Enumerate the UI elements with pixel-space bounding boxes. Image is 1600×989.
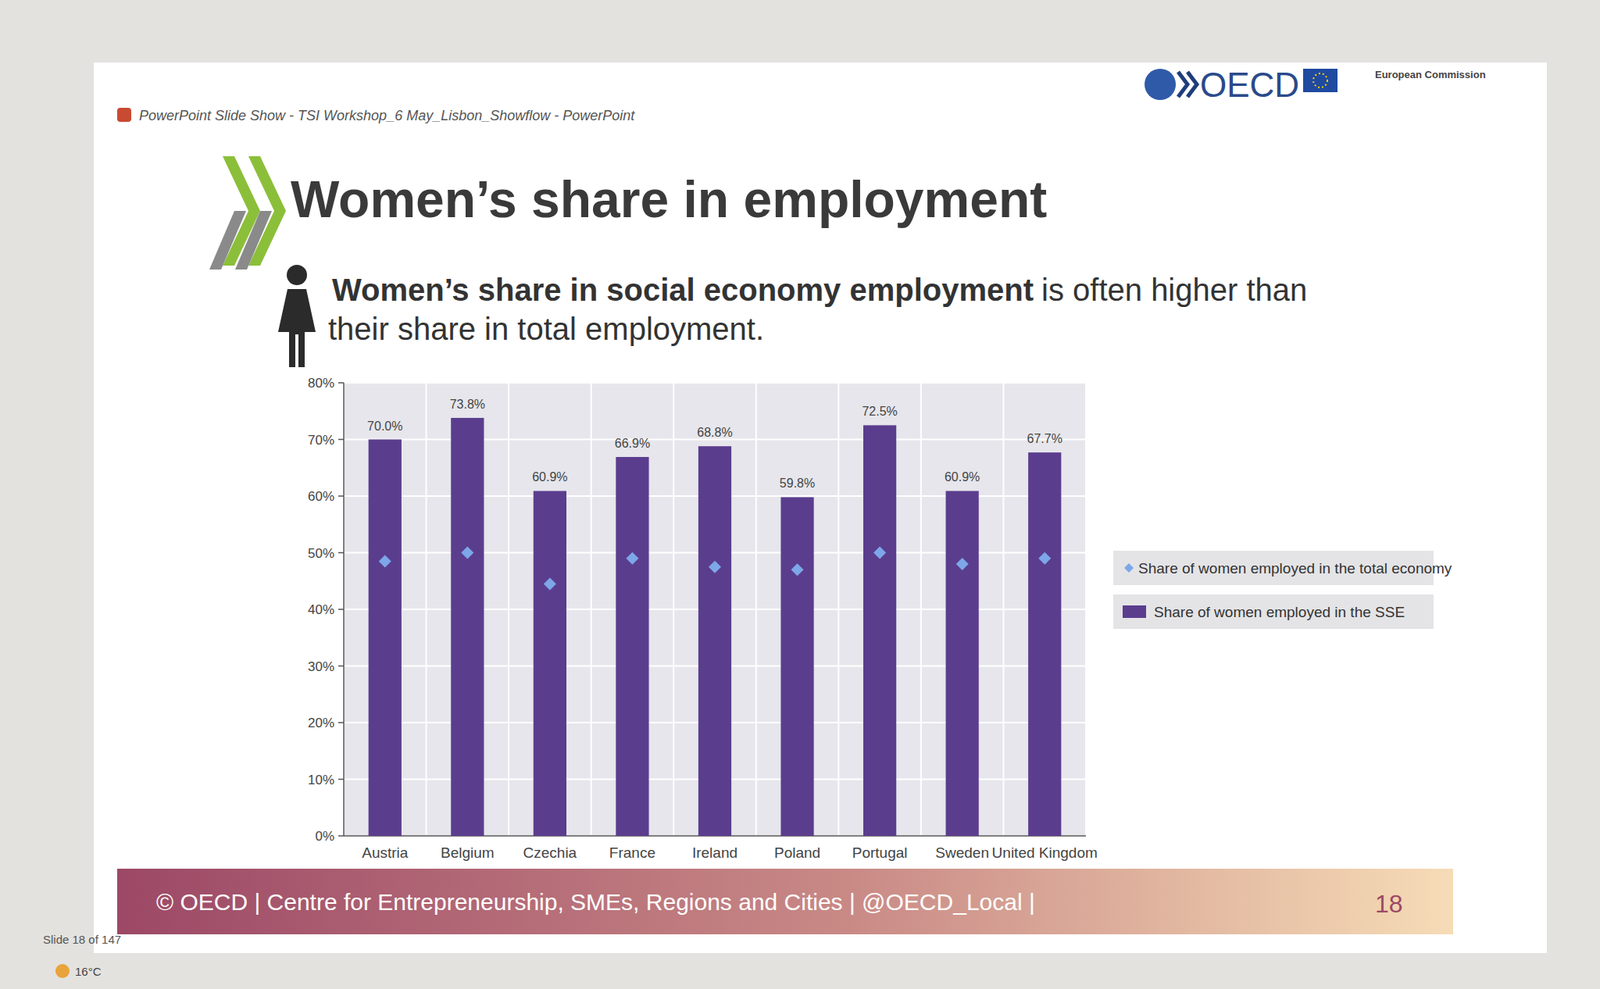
data-label: 66.9% (614, 436, 650, 450)
y-tick (338, 608, 344, 611)
y-axis (342, 382, 345, 836)
footer-text: © OECD | Centre for Entrepreneurship, SM… (156, 889, 1036, 915)
x-tick-label: Austria (361, 844, 409, 861)
data-label: 67.7% (1027, 432, 1063, 446)
diamond-marker (873, 546, 886, 560)
weather-icon (55, 964, 70, 979)
headline-bold: Women’s share in social economy employme… (332, 272, 1034, 308)
chevron-shadow (235, 210, 272, 270)
woman-icon-body (278, 289, 316, 368)
bar (863, 425, 897, 836)
window-title: PowerPoint Slide Show - TSI Workshop_6 M… (139, 107, 636, 124)
y-tick (338, 835, 344, 837)
x-tick-label: Sweden (935, 844, 990, 861)
x-tick-label: United Kingdom (992, 844, 1098, 861)
grid-line (343, 382, 1086, 384)
data-label: 59.8% (779, 476, 815, 490)
data-label: 73.8% (450, 397, 486, 411)
marks (368, 417, 1062, 836)
legend-label: Share of women employed in the SSE (1153, 603, 1405, 621)
woman-icon-head (286, 264, 308, 286)
slide-background (93, 62, 1547, 954)
x-tick-label: Poland (774, 844, 821, 861)
temperature: 16°C (75, 964, 102, 979)
y-tick (338, 495, 344, 497)
slide-counter: Slide 18 of 147 (42, 932, 122, 947)
y-tick-label: 70% (307, 432, 335, 448)
y-tick-label: 30% (307, 659, 335, 675)
bar (1028, 452, 1061, 836)
data-label: 60.9% (944, 470, 980, 484)
y-tick (338, 439, 344, 441)
y-tick-label: 40% (307, 602, 335, 618)
legend-label: Share of women employed in the total eco… (1138, 560, 1453, 577)
plot-background (343, 382, 1086, 836)
y-tick-label: 80% (307, 375, 335, 391)
diamond-marker (1038, 552, 1051, 565)
legend-swatch (1124, 563, 1134, 573)
logo-chevrons (1178, 71, 1197, 97)
eu-flag (1303, 68, 1338, 93)
data-label: 72.5% (861, 404, 897, 418)
footer-bar (117, 868, 1454, 935)
vertical-grid-line (342, 382, 345, 836)
logo-text: OECD (1200, 65, 1300, 104)
bar (946, 490, 979, 836)
y-tick-label: 0% (314, 828, 335, 844)
y-tick-label: 50% (307, 546, 335, 561)
bar (368, 439, 402, 837)
data-labels: 70.0% 73.8% 60.9% 66.9% 68.8% 59.8% 72.5% 60.9%… (367, 397, 1063, 491)
bar (698, 446, 732, 836)
bar (533, 490, 567, 836)
bar (615, 457, 649, 836)
logo-globe (1144, 68, 1176, 100)
data-label: 60.9% (532, 470, 568, 484)
x-tick-label: Portugal (852, 844, 908, 861)
legend-swatch (1122, 605, 1147, 618)
data-label: 68.8% (696, 425, 733, 440)
diamond-marker (708, 560, 722, 574)
legend-box (1113, 594, 1434, 629)
y-tick (338, 382, 344, 384)
diamond-marker (378, 554, 392, 568)
y-tick-label: 20% (307, 715, 335, 731)
y-tick-label: 10% (307, 772, 335, 788)
bar (450, 417, 484, 836)
x-tick-label: France (609, 844, 656, 861)
chart-title: Women’s share in employment (290, 170, 1047, 229)
y-tick (338, 665, 344, 668)
page: PowerPoint Slide Show - TSI Workshop_6 M… (0, 0, 1600, 989)
headline-rest: is often higher than (1041, 272, 1308, 308)
eu-stars (1313, 73, 1328, 88)
diamond-marker (956, 557, 969, 571)
ppt-icon (117, 107, 132, 122)
legend: Share of women employed in the total eco… (1113, 550, 1453, 629)
x-tick-label: Belgium (440, 844, 495, 861)
bar (780, 496, 814, 836)
page-number: 18 (1375, 889, 1404, 918)
y-tick-label: 60% (307, 489, 335, 504)
headline-line1: Women’s share in social economy employme… (332, 272, 1308, 308)
headline-line2: their share in total employment. (328, 311, 765, 347)
y-tick (338, 778, 344, 781)
x-tick-label: Czechia (523, 844, 578, 861)
chart: 0% 10% 20% 30% 40% 50% 60% 70% 80% Austria Belgium… (307, 375, 1098, 861)
diamond-marker (625, 552, 639, 565)
x-tick-label: Ireland (692, 844, 738, 861)
partner-text: European Commission (1375, 68, 1486, 81)
diamond-marker (460, 546, 474, 560)
diamond-marker (543, 577, 557, 590)
y-tick (338, 721, 344, 724)
data-label: 70.0% (367, 419, 403, 433)
y-tick (338, 552, 344, 554)
diamond-marker (791, 563, 804, 576)
